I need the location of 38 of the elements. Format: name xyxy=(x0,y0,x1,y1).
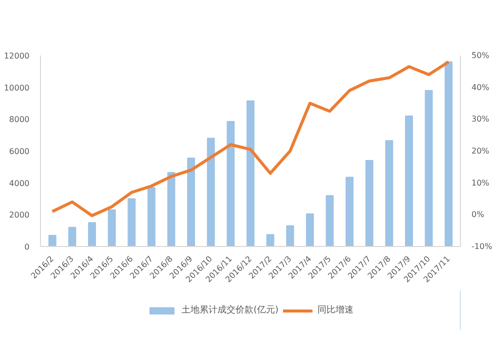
bar xyxy=(365,160,374,246)
y-tick-label: 4000 xyxy=(9,178,30,188)
y-tick-label: 12000 xyxy=(4,52,30,60)
bar xyxy=(246,100,254,246)
bar xyxy=(346,176,354,246)
bar xyxy=(167,172,176,246)
bar xyxy=(306,213,314,246)
y-tick-label: 0 xyxy=(24,242,30,252)
y2-tick-label: 40% xyxy=(472,82,490,92)
line-series xyxy=(50,60,450,218)
bar xyxy=(88,222,96,246)
y2-tick-label: 10% xyxy=(472,178,490,188)
legend-label: 土地累计成交价款(亿元) xyxy=(181,304,279,316)
bar xyxy=(405,115,413,246)
bar xyxy=(444,61,453,246)
bar xyxy=(206,138,215,246)
legend-label: 同比增速 xyxy=(318,304,354,316)
y2-tick-label: 30% xyxy=(472,114,490,124)
y2-tick-label: -10% xyxy=(472,242,493,251)
bar xyxy=(226,121,235,246)
y2-tick-label: 20% xyxy=(472,146,490,156)
bar xyxy=(266,234,274,246)
y2-tick-label: 50% xyxy=(472,51,490,60)
y-tick-label: 8000 xyxy=(9,115,30,124)
bar xyxy=(424,90,433,246)
bar xyxy=(286,225,294,246)
bar xyxy=(187,158,196,246)
bar xyxy=(385,140,394,246)
y-tick-label: 2000 xyxy=(9,210,30,220)
bar xyxy=(147,187,156,246)
bar xyxy=(108,209,116,246)
bar xyxy=(48,234,56,246)
bar xyxy=(326,195,334,246)
y-tick-label: 6000 xyxy=(9,147,30,156)
y2-tick-label: 0% xyxy=(472,210,485,220)
y-tick-label: 10000 xyxy=(4,83,30,92)
bar xyxy=(128,198,136,246)
bar xyxy=(68,226,76,246)
